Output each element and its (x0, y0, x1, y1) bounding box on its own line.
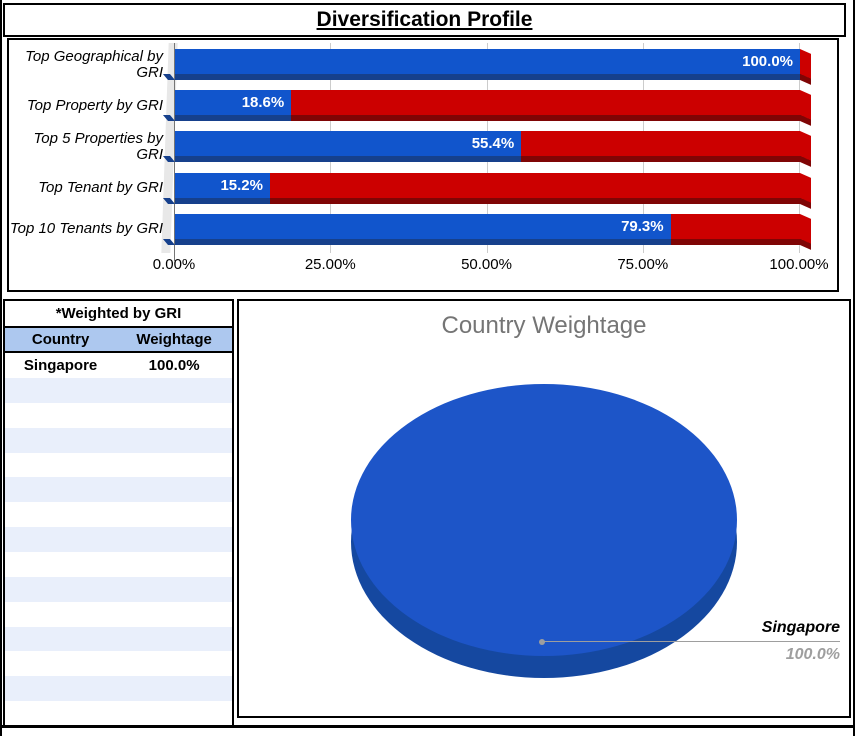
country-weightage-pie-chart[interactable]: Country Weightage Singapore 100.0% (237, 299, 851, 718)
pie-chart-title: Country Weightage (441, 312, 647, 339)
empty-table-row[interactable] (5, 378, 232, 403)
bar-3d-end-cap (800, 213, 811, 250)
empty-table-row[interactable] (5, 626, 232, 652)
page-title: Diversification Profile (316, 8, 533, 31)
bar-3d-end-cap (800, 90, 811, 127)
table-title: *Weighted by GRI (5, 301, 232, 328)
empty-table-row[interactable] (5, 427, 232, 453)
empty-table-row[interactable] (5, 602, 232, 627)
column-header-country[interactable]: Country (31, 331, 90, 348)
x-axis-tick-label: 25.00% (304, 256, 356, 273)
bar-3d-end-cap (800, 49, 811, 85)
country-cell[interactable]: Singapore (23, 357, 98, 374)
empty-table-row[interactable] (5, 527, 232, 553)
bar-row: 18.6% (162, 90, 811, 127)
x-axis-tick-label: 100.00% (769, 256, 829, 273)
x-axis-tick-label: 0.00% (152, 256, 196, 273)
category-label: Top Geographical by GRI (25, 47, 163, 81)
bar-3d-end-cap (800, 172, 811, 209)
bar-segment-remainder[interactable] (670, 213, 800, 245)
bar-row: 100.0% (162, 49, 811, 85)
table-header-row: Country Weightage (5, 328, 232, 353)
bar-row: 55.4% (162, 131, 811, 168)
bar-segment-weighted[interactable]: 18.6% (162, 90, 292, 122)
column-header-weightage[interactable]: Weightage (136, 331, 212, 348)
bar-3d-end-cap (800, 131, 811, 168)
bar-data-label: 18.6% (241, 94, 285, 112)
bar-segment-weighted[interactable]: 79.3% (162, 213, 671, 245)
bar-segment-weighted[interactable]: 55.4% (162, 131, 522, 163)
bar-data-label: 100.0% (742, 53, 793, 70)
category-label: Top Tenant by GRI (38, 179, 163, 197)
pie-slice-label: Singapore (761, 619, 840, 636)
empty-table-row[interactable] (5, 502, 232, 527)
weightage-table: *Weighted by GRI Country Weightage Singa… (3, 299, 234, 728)
category-label: Top 5 Properties by GRI (33, 129, 163, 163)
empty-table-row[interactable] (5, 453, 232, 478)
bar-data-label: 15.2% (220, 176, 263, 194)
x-axis-tick-label: 75.00% (617, 256, 669, 273)
bar-segment-weighted[interactable]: 15.2% (162, 172, 270, 204)
empty-table-row[interactable] (5, 651, 232, 676)
category-label: Top 10 Tenants by GRI (9, 220, 163, 238)
pie-leader-dot (539, 639, 545, 645)
bar-segment-remainder[interactable] (270, 172, 800, 204)
empty-table-row[interactable] (5, 477, 232, 503)
diversification-bar-chart[interactable]: Top Geographical by GRI 100.0% Top Propert… (7, 38, 839, 292)
bottom-border-rule (2, 725, 853, 728)
category-label: Top Property by GRI (26, 96, 163, 114)
bar-segment-remainder[interactable] (291, 90, 800, 122)
pie-slice-singapore[interactable] (351, 384, 737, 656)
bar-data-label: 79.3% (621, 217, 664, 235)
empty-table-row[interactable] (5, 701, 232, 726)
bar-row: 79.3% (162, 213, 811, 250)
bar-row: 15.2% (162, 172, 811, 209)
table-row: Singapore 100.0% (5, 353, 232, 378)
pie-slice-value: 100.0% (785, 646, 840, 663)
weightage-cell[interactable]: 100.0% (148, 357, 200, 374)
page-title-box: Diversification Profile (3, 3, 846, 37)
empty-table-row[interactable] (5, 403, 232, 428)
bar-data-label: 55.4% (471, 135, 515, 153)
empty-table-row[interactable] (5, 552, 232, 577)
y-axis-line (174, 43, 175, 261)
empty-table-row[interactable] (5, 676, 232, 702)
x-axis-tick-label: 50.00% (461, 256, 512, 273)
bar-segment-remainder[interactable] (521, 131, 800, 163)
bar-segment-weighted[interactable]: 100.0% (162, 49, 800, 80)
pie-leader-line (543, 641, 840, 642)
empty-table-row[interactable] (5, 576, 232, 602)
